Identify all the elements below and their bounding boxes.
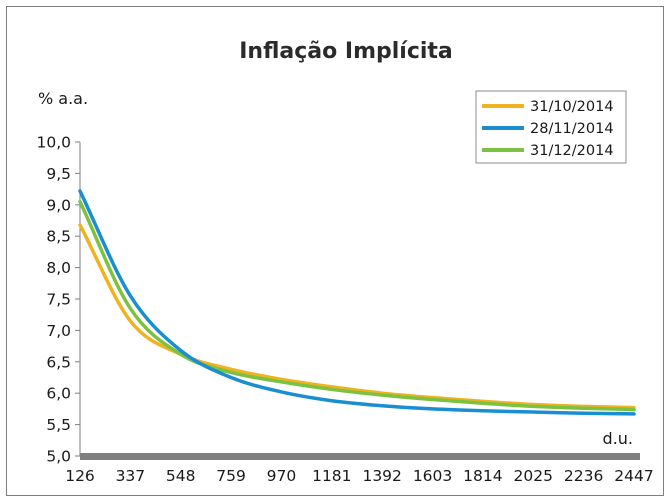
y-axis-label: % a.a. (38, 89, 88, 108)
y-tick-label: 9,5 (46, 165, 71, 183)
x-tick-label: 126 (65, 467, 95, 485)
legend-label: 31/12/2014 (530, 143, 614, 159)
series-line-31-12-2014 (78, 199, 636, 412)
y-tick-label: 5,0 (46, 448, 71, 466)
series-line-31-10-2014 (78, 223, 636, 410)
y-axis: 5,0 5,5 6,0 6,5 7,0 7,5 8,0 8,5 9,0 9,5 10,0 (36, 134, 81, 466)
series-lines (78, 189, 636, 416)
chart-title: Inflação Implícita (239, 39, 453, 64)
x-tick-label: 1814 (463, 467, 502, 485)
x-axis: 126 337 548 759 970 1181 1392 1603 1814 2025 2236 2… (65, 453, 654, 485)
y-tick-label: 8,5 (46, 228, 71, 246)
x-tick-label: 337 (116, 467, 146, 485)
x-tick-label: 2447 (614, 467, 653, 485)
x-tick-label: 759 (216, 467, 246, 485)
y-tick-label: 7,5 (46, 291, 71, 309)
x-tick-label: 1603 (413, 467, 452, 485)
y-tick-label: 9,0 (46, 196, 71, 214)
y-tick-label: 5,5 (46, 416, 71, 434)
x-tick-label: 548 (166, 467, 196, 485)
y-tick-label: 6,0 (46, 385, 71, 403)
x-tick-label: 1181 (312, 467, 351, 485)
y-tick-label: 7,0 (46, 322, 71, 340)
x-tick-label: 2025 (514, 467, 553, 485)
legend-label: 28/11/2014 (530, 121, 614, 137)
x-axis-label: d.u. (603, 429, 633, 448)
y-tick-label: 6,5 (46, 353, 71, 371)
legend-label: 31/10/2014 (530, 99, 614, 115)
y-tick-label: 10,0 (36, 134, 71, 152)
x-tick-label: 970 (267, 467, 297, 485)
x-tick-label: 2236 (564, 467, 603, 485)
x-axis-line (80, 453, 640, 460)
x-tick-label: 1392 (362, 467, 401, 485)
series-line-28-11-2014 (78, 189, 636, 416)
y-tick-label: 8,0 (46, 259, 71, 277)
legend: 31/10/2014 28/11/2014 31/12/2014 (475, 90, 627, 164)
